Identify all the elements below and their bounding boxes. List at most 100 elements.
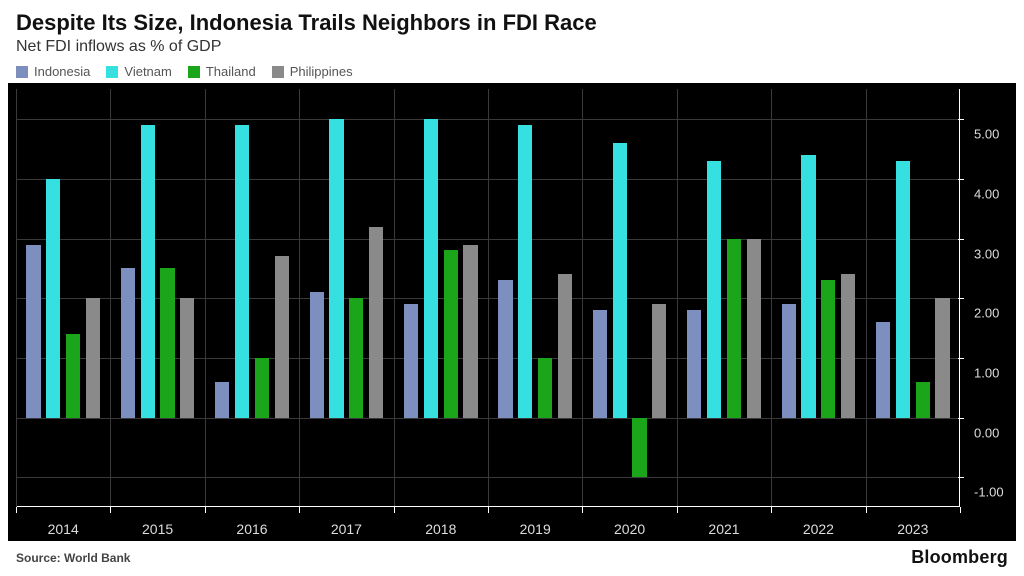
y-tick-mark — [958, 119, 964, 120]
bar — [329, 119, 343, 417]
legend-item: Indonesia — [16, 64, 90, 79]
bar — [121, 268, 135, 417]
bar — [896, 161, 910, 418]
x-tick-mark — [677, 507, 678, 513]
bar — [518, 125, 532, 417]
bar — [916, 382, 930, 418]
bar — [782, 304, 796, 417]
bar — [538, 358, 552, 418]
x-tick-label: 2019 — [520, 515, 551, 537]
bar — [747, 239, 761, 418]
year-group — [866, 89, 960, 507]
bar — [404, 304, 418, 417]
bar — [215, 382, 229, 418]
y-tick-label: 1.00 — [964, 365, 1016, 380]
x-tick-mark — [866, 507, 867, 513]
legend-label: Philippines — [290, 64, 353, 79]
x-tick-mark — [771, 507, 772, 513]
x-tick-label: 2021 — [708, 515, 739, 537]
x-tick-mark — [205, 507, 206, 513]
year-group — [205, 89, 299, 507]
legend-label: Vietnam — [124, 64, 171, 79]
bar — [727, 239, 741, 418]
bar — [632, 418, 646, 478]
bar — [66, 334, 80, 418]
bar — [707, 161, 721, 418]
year-group — [771, 89, 865, 507]
x-tick-mark — [394, 507, 395, 513]
chart-area: -1.000.001.002.003.004.005.00 2014201520… — [8, 83, 1016, 541]
legend-item: Vietnam — [106, 64, 171, 79]
bar — [498, 280, 512, 417]
x-tick-mark — [16, 507, 17, 513]
year-divider — [771, 89, 772, 507]
legend-swatch — [16, 66, 28, 78]
year-divider — [205, 89, 206, 507]
bar — [463, 245, 477, 418]
bar — [876, 322, 890, 417]
x-tick-label: 2015 — [142, 515, 173, 537]
header: Despite Its Size, Indonesia Trails Neigh… — [0, 0, 1024, 58]
year-group — [677, 89, 771, 507]
y-tick-label: 3.00 — [964, 246, 1016, 261]
y-tick-mark — [958, 418, 964, 419]
year-divider — [394, 89, 395, 507]
bar — [841, 274, 855, 417]
x-tick-label: 2022 — [803, 515, 834, 537]
y-tick-mark — [958, 239, 964, 240]
legend-swatch — [272, 66, 284, 78]
year-group — [488, 89, 582, 507]
bar — [26, 245, 40, 418]
x-tick-mark — [299, 507, 300, 513]
bar — [613, 143, 627, 417]
bar — [349, 298, 363, 417]
year-group — [16, 89, 110, 507]
legend-item: Thailand — [188, 64, 256, 79]
legend-item: Philippines — [272, 64, 353, 79]
bar — [821, 280, 835, 417]
y-tick-label: 2.00 — [964, 306, 1016, 321]
y-tick-mark — [958, 298, 964, 299]
bar — [558, 274, 572, 417]
bar — [310, 292, 324, 417]
bar — [141, 125, 155, 417]
bar — [369, 227, 383, 418]
bar — [424, 119, 438, 417]
bar — [652, 304, 666, 417]
plot-inner — [16, 89, 960, 507]
y-tick-label: 0.00 — [964, 425, 1016, 440]
x-tick-label: 2016 — [236, 515, 267, 537]
plot-area — [16, 89, 960, 507]
chart-card: Despite Its Size, Indonesia Trails Neigh… — [0, 0, 1024, 576]
bar — [801, 155, 815, 417]
bar — [255, 358, 269, 418]
legend-swatch — [106, 66, 118, 78]
bar — [235, 125, 249, 417]
legend-label: Indonesia — [34, 64, 90, 79]
year-group — [299, 89, 393, 507]
chart-subtitle: Net FDI inflows as % of GDP — [16, 38, 1008, 56]
year-divider — [866, 89, 867, 507]
bar — [86, 298, 100, 417]
chart-title: Despite Its Size, Indonesia Trails Neigh… — [16, 10, 1008, 36]
legend: Indonesia Vietnam Thailand Philippines — [0, 58, 1024, 83]
legend-label: Thailand — [206, 64, 256, 79]
year-group — [582, 89, 676, 507]
x-tick-mark — [960, 507, 961, 513]
y-tick-mark — [958, 358, 964, 359]
x-tick-label: 2014 — [48, 515, 79, 537]
legend-swatch — [188, 66, 200, 78]
year-divider — [488, 89, 489, 507]
y-tick-mark — [958, 477, 964, 478]
y-tick-label: 4.00 — [964, 186, 1016, 201]
year-group — [110, 89, 204, 507]
year-divider — [677, 89, 678, 507]
axis-left — [16, 89, 17, 507]
bar — [160, 268, 174, 417]
y-tick-label: -1.00 — [964, 485, 1016, 500]
y-tick-mark — [958, 179, 964, 180]
bar — [180, 298, 194, 417]
bar — [935, 298, 949, 417]
x-tick-label: 2020 — [614, 515, 645, 537]
year-divider — [299, 89, 300, 507]
